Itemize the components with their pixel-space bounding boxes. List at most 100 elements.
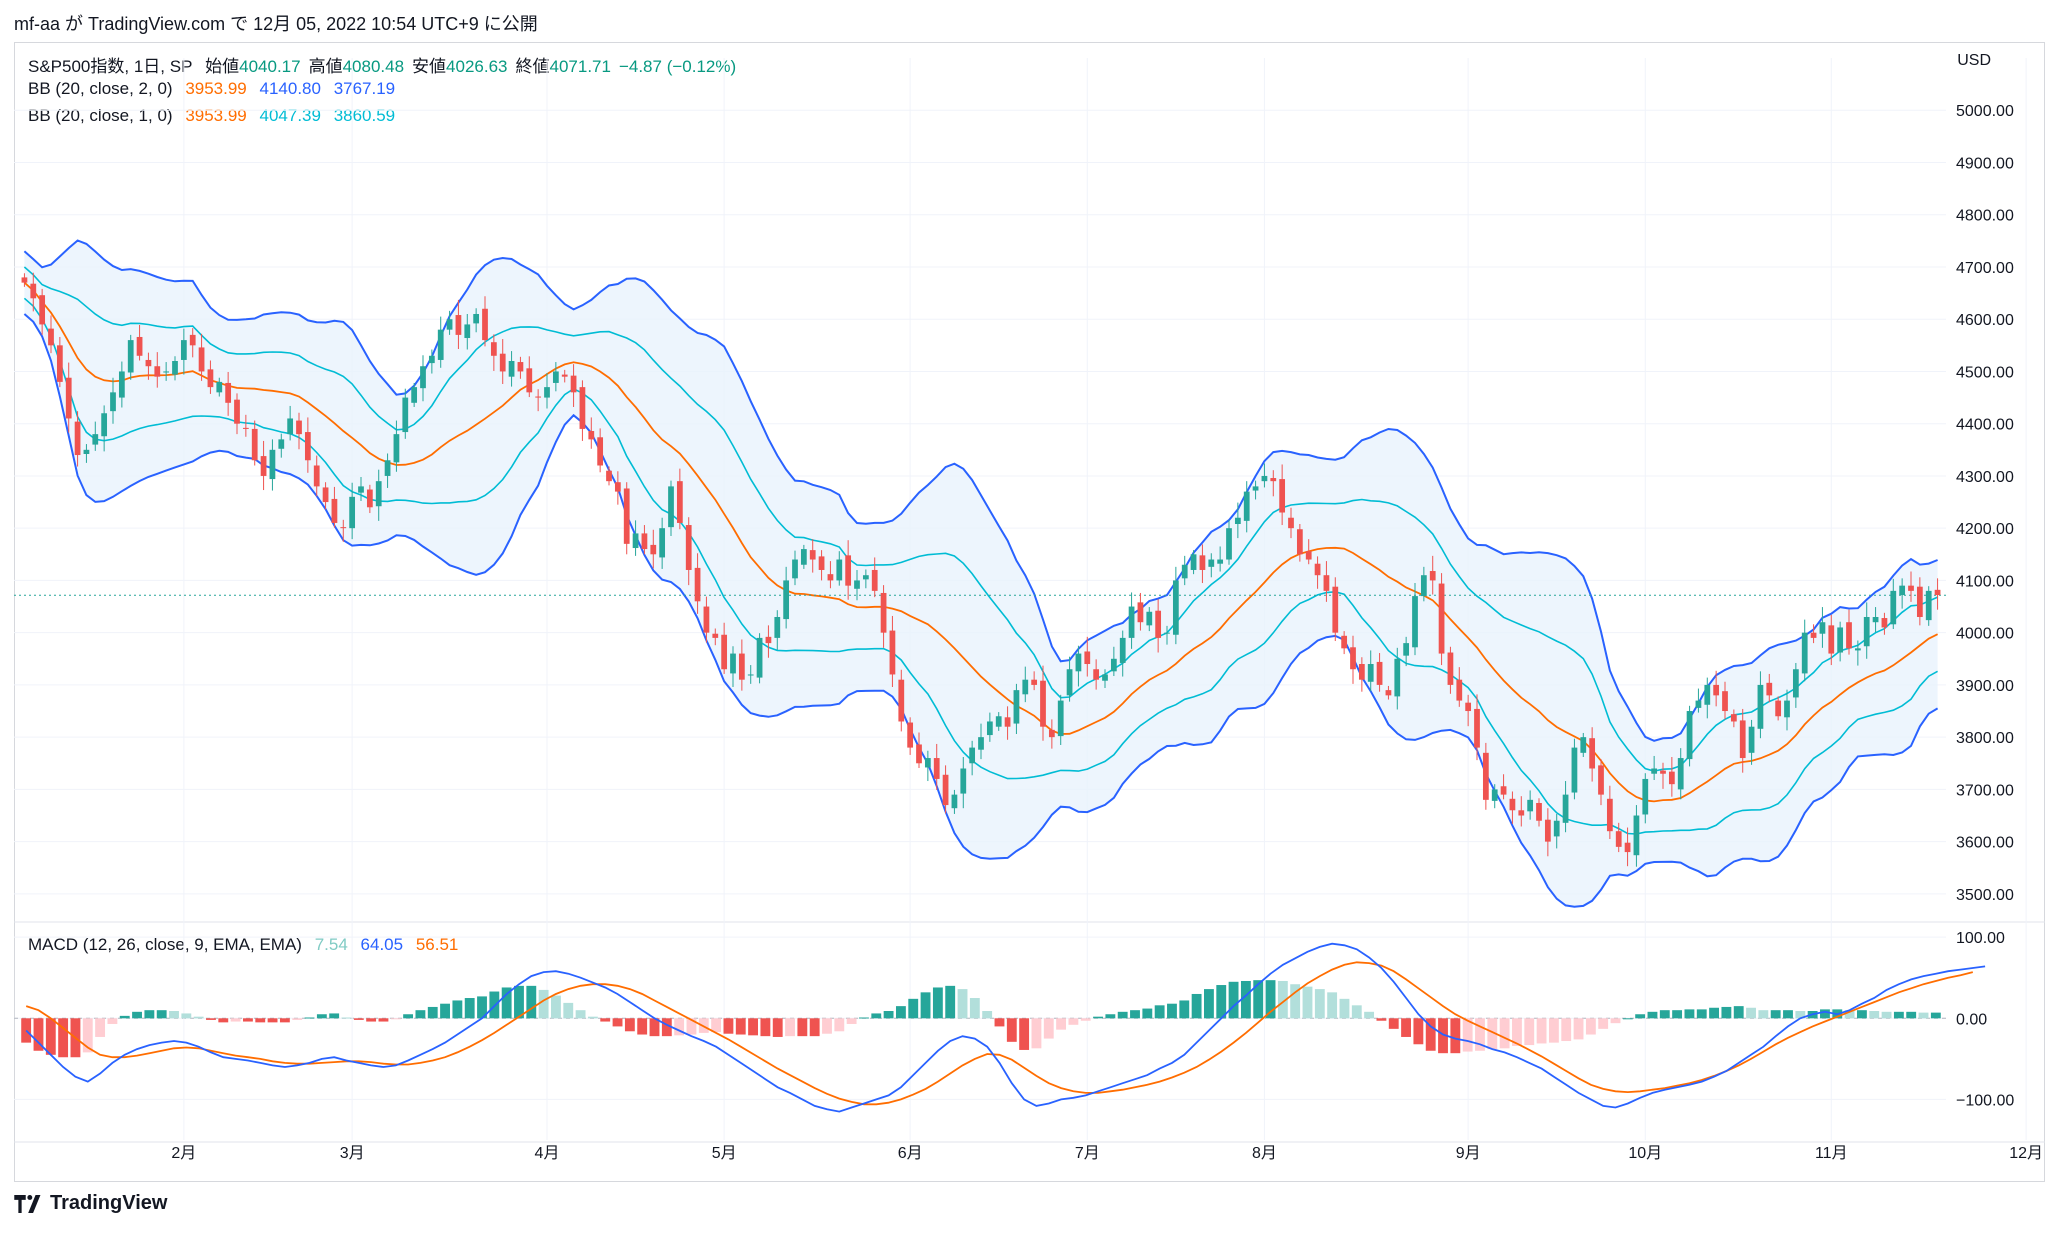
candle-body (1589, 738, 1596, 769)
bb1-legend[interactable]: BB (20, close, 1, 0) 3953.99 4047.39 386… (28, 106, 403, 126)
price-tick-label: 3500.00 (1956, 887, 2014, 904)
candle-body (154, 366, 161, 377)
bb1-upper: 4047.39 (259, 106, 321, 125)
macd-tick-label: −100.00 (1956, 1092, 2014, 1109)
macd-histogram-bar (292, 1018, 303, 1020)
tradingview-footer[interactable]: TradingView (14, 1192, 167, 1215)
candle-body (216, 381, 223, 393)
macd-histogram-bar (353, 1018, 364, 1020)
macd-histogram-bar (440, 1003, 450, 1019)
macd-histogram-bar (58, 1018, 69, 1058)
candle-body (349, 496, 356, 529)
candle-body (544, 387, 550, 398)
candle-body (588, 431, 595, 440)
candle-body (1403, 643, 1410, 656)
macd-histogram-bar (95, 1018, 106, 1037)
macd-histogram-bar (1228, 981, 1239, 1019)
candle-body (1527, 799, 1534, 812)
macd-histogram-bar (390, 1018, 401, 1020)
candle-body (907, 722, 914, 748)
macd-histogram-bar (329, 1013, 340, 1019)
candle-body (668, 486, 674, 528)
candle-body (1172, 580, 1179, 635)
macd-histogram-bar (243, 1018, 253, 1022)
time-tick-label: 6月 (898, 1145, 923, 1162)
symbol-label[interactable]: S&P500指数, 1日, SP (28, 57, 193, 76)
macd-histogram-bar (772, 1018, 783, 1037)
macd-label: MACD (12, 26, close, 9, EMA, EMA) (28, 935, 302, 954)
candle-body (1146, 611, 1153, 626)
candle-body (880, 592, 887, 633)
candle-body (1668, 771, 1675, 785)
bb2-legend[interactable]: BB (20, close, 2, 0) 3953.99 4140.80 376… (28, 79, 403, 99)
candle-body (313, 465, 320, 487)
candle-body (278, 439, 285, 449)
candle-body (1261, 475, 1268, 482)
macd-hist-value: 7.54 (314, 935, 348, 954)
candle-body (1846, 622, 1852, 649)
candle-body (623, 488, 630, 544)
macd-histogram-bar (1499, 1018, 1510, 1049)
candle-body (659, 528, 666, 558)
candle-body (1544, 819, 1551, 842)
bb2-lower: 3767.19 (333, 79, 396, 98)
candle-body (517, 362, 524, 372)
candle-body (180, 340, 187, 360)
candle-body (1341, 635, 1348, 649)
candle-body (783, 580, 790, 620)
macd-histogram-bar (1475, 1018, 1485, 1051)
candle-body (1916, 586, 1923, 617)
candle-body (1155, 610, 1162, 638)
macd-histogram-bar (45, 1018, 56, 1055)
candle-body (1332, 586, 1339, 633)
candle-body (1837, 627, 1844, 653)
candle-body (1562, 794, 1569, 823)
macd-histogram-bar (316, 1014, 327, 1019)
price-tick-label: 4100.00 (1956, 573, 2014, 590)
macd-histogram-bar (1610, 1018, 1621, 1024)
macd-histogram-bar (1364, 1011, 1375, 1019)
candle-body (1598, 765, 1604, 795)
macd-histogram-bar (1080, 1018, 1091, 1021)
candle-body (118, 371, 125, 398)
macd-histogram-bar (551, 995, 561, 1019)
candle-body (101, 413, 108, 437)
candle-body (358, 486, 364, 493)
candle-body (1474, 708, 1480, 748)
candle-body (916, 744, 922, 764)
candle-body (978, 737, 984, 750)
candle-body (296, 420, 302, 435)
candle-body (1792, 669, 1799, 698)
candle-body (464, 324, 471, 339)
candle-body (1288, 517, 1294, 529)
price-tick-label: 4400.00 (1956, 417, 2014, 434)
time-tick-label: 12月 (2009, 1145, 2043, 1162)
macd-histogram-bar (846, 1018, 857, 1024)
candle-body (508, 361, 515, 377)
candle-body (48, 328, 54, 346)
macd-histogram-bar (304, 1017, 315, 1019)
candle-body (694, 567, 701, 602)
candle-body (1385, 690, 1392, 696)
candle-body (1801, 632, 1808, 674)
macd-histogram-bar (378, 1018, 389, 1022)
bb2-upper-line (23, 239, 1938, 742)
macd-histogram-bar (279, 1018, 290, 1023)
candle-body (473, 313, 480, 324)
candle-body (1040, 680, 1046, 727)
candle-body (862, 575, 869, 580)
macd-legend[interactable]: MACD (12, 26, close, 9, EMA, EMA) 7.54 6… (28, 935, 466, 955)
macd-histogram-bar (501, 987, 512, 1019)
tradingview-brand: TradingView (50, 1192, 168, 1214)
candle-body (1412, 596, 1418, 648)
candle-body (1031, 679, 1038, 685)
candle-body (1722, 691, 1728, 712)
candle-body (269, 449, 276, 480)
currency-unit[interactable]: USD (1957, 52, 1991, 69)
candle-body (1190, 554, 1197, 570)
macd-histogram-bar (1856, 1010, 1867, 1019)
candle-body (765, 636, 772, 644)
macd-histogram-bar (1290, 984, 1301, 1019)
candle-body (1651, 768, 1658, 774)
